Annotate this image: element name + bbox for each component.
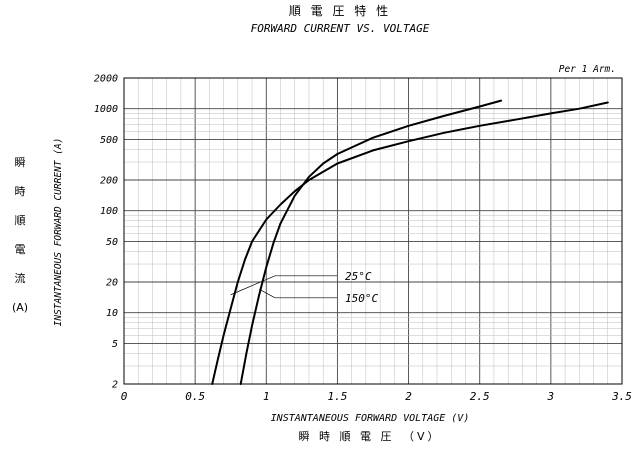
series-label-pointer [230, 275, 276, 296]
y-tick-label: 1000 [94, 104, 118, 115]
series-label-pointer [259, 288, 276, 299]
y-axis-title-jp: 瞬時順電流 (A) [10, 148, 30, 322]
x-tick-label: 3.5 [611, 390, 632, 403]
per-arm-annotation: Per 1 Arm. [559, 64, 616, 75]
x-tick-label: 1.5 [327, 390, 347, 403]
y-tick-label: 2000 [94, 74, 118, 85]
series-labels: 25°C 150°C [230, 270, 378, 305]
y-tick-label: 500 [100, 135, 118, 146]
x-tick-label: 2 [405, 390, 412, 403]
grid [124, 78, 622, 384]
y-tick-label: 100 [100, 206, 118, 217]
curves [211, 99, 609, 385]
y-axis-title: INSTANTANEOUS FORWARD CURRENT (A) [53, 138, 64, 327]
x-axis-title: INSTANTANEOUS FORWARD VOLTAGE (V) [271, 413, 470, 424]
y-axis-title-jp-char: 順 [14, 214, 26, 227]
y-tick-label: 20 [106, 278, 118, 289]
y-axis-title-jp-char: (A) [11, 301, 29, 314]
x-tick-label: 1 [263, 390, 270, 403]
series-label: 150°C [345, 292, 378, 305]
x-tick-label: 0 [121, 390, 128, 403]
axes: 2 5 10 20 50 100 200 500 1000 2000 0 0.5 1 1.5 2 2.5 3 3.… [94, 74, 632, 404]
chart-title-jp: 順 電 圧 特 性 [289, 3, 391, 18]
series-label: 25°C [345, 270, 372, 283]
x-tick-label: 2.5 [470, 390, 490, 403]
y-axis-title-jp-char: 時 [14, 185, 26, 198]
chart-title: FORWARD CURRENT VS. VOLTAGE [251, 22, 430, 35]
x-axis-title-jp: 瞬 時 順 電 圧 （V） [298, 430, 441, 443]
y-tick-label: 5 [112, 339, 118, 350]
x-tick-label: 0.5 [185, 390, 205, 403]
y-axis-title-jp-char: 流 [14, 272, 26, 285]
y-tick-label: 2 [112, 380, 118, 391]
plot-frame [123, 77, 623, 385]
y-tick-label: 200 [100, 176, 118, 187]
y-tick-label: 50 [106, 237, 118, 248]
y-axis-title-jp-char: 瞬 [14, 156, 26, 169]
series-line-25c [211, 101, 609, 385]
series-line-150c [239, 99, 503, 385]
x-tick-label: 3 [547, 390, 555, 403]
y-axis-title-jp-char: 電 [14, 243, 26, 256]
y-tick-label: 10 [106, 308, 118, 319]
